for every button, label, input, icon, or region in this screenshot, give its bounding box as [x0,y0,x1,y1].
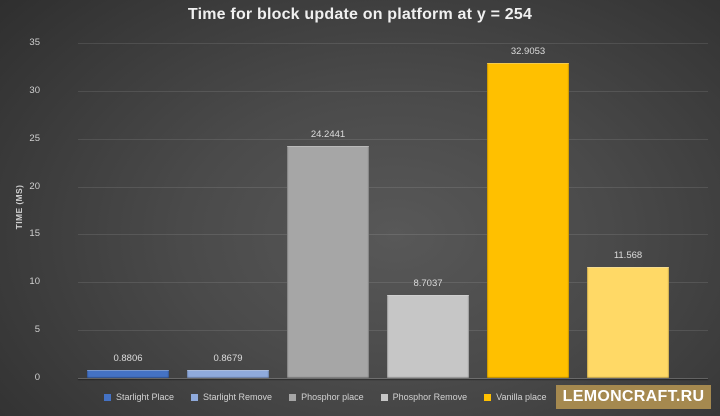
bar-value-label: 24.2441 [310,128,346,140]
y-tick-label: 5 [34,324,40,336]
legend-swatch [289,393,297,401]
bar-value-label: 0.8679 [213,352,243,364]
watermark-lemoncraft: LEMONCRAFT.RU [556,385,711,409]
bar-value-label: 32.9053 [510,46,546,58]
legend-item-label: Phosphor Remove [392,392,468,402]
bar-phosphor-place [287,145,369,378]
chart-title: Time for block update on platform at y =… [187,6,533,23]
y-tick-label: 10 [29,276,40,288]
legend: Starlight Place Starlight Remove Phosphor … [104,390,571,404]
x-axis-line [78,378,708,379]
bar-phosphor-remove [387,294,469,378]
bar-starlight-remove [187,369,269,378]
gridline [78,186,708,188]
bar-value-label: 11.568 [613,250,643,262]
gridline [78,90,708,92]
y-tick-label: 35 [29,37,40,48]
gridline [78,138,708,140]
legend-item-label: Vanilla place [496,392,547,402]
legend-item-label: Phosphor place [301,392,364,402]
gridline [78,282,708,284]
legend-item-label: Starlight Place [116,392,175,402]
legend-item: Vanilla place [484,392,547,402]
legend-swatch [484,393,492,401]
legend-item: Phosphor place [289,392,364,402]
gridline [78,43,708,44]
y-tick-label: 30 [29,84,40,96]
bar-value-label: 8.7037 [413,277,443,289]
legend-swatch [104,393,111,401]
y-tick-label: 0 [34,372,40,383]
gridline [78,234,708,236]
legend-swatch [191,393,199,401]
legend-item-label: Starlight Remove [203,392,273,402]
bar-value-label: 0.8806 [113,352,143,364]
y-tick-label: 15 [29,228,40,240]
legend-item: Starlight Remove [191,392,272,402]
y-tick-label: 25 [29,132,40,144]
bar-series-6 [587,267,669,378]
bar-starlight-place [87,369,169,378]
legend-item: Starlight Place [104,392,174,402]
bar-vanilla-place [487,63,569,378]
legend-item: Phosphor Remove [380,392,468,402]
legend-swatch [380,393,388,401]
y-tick-label: 20 [29,180,40,192]
